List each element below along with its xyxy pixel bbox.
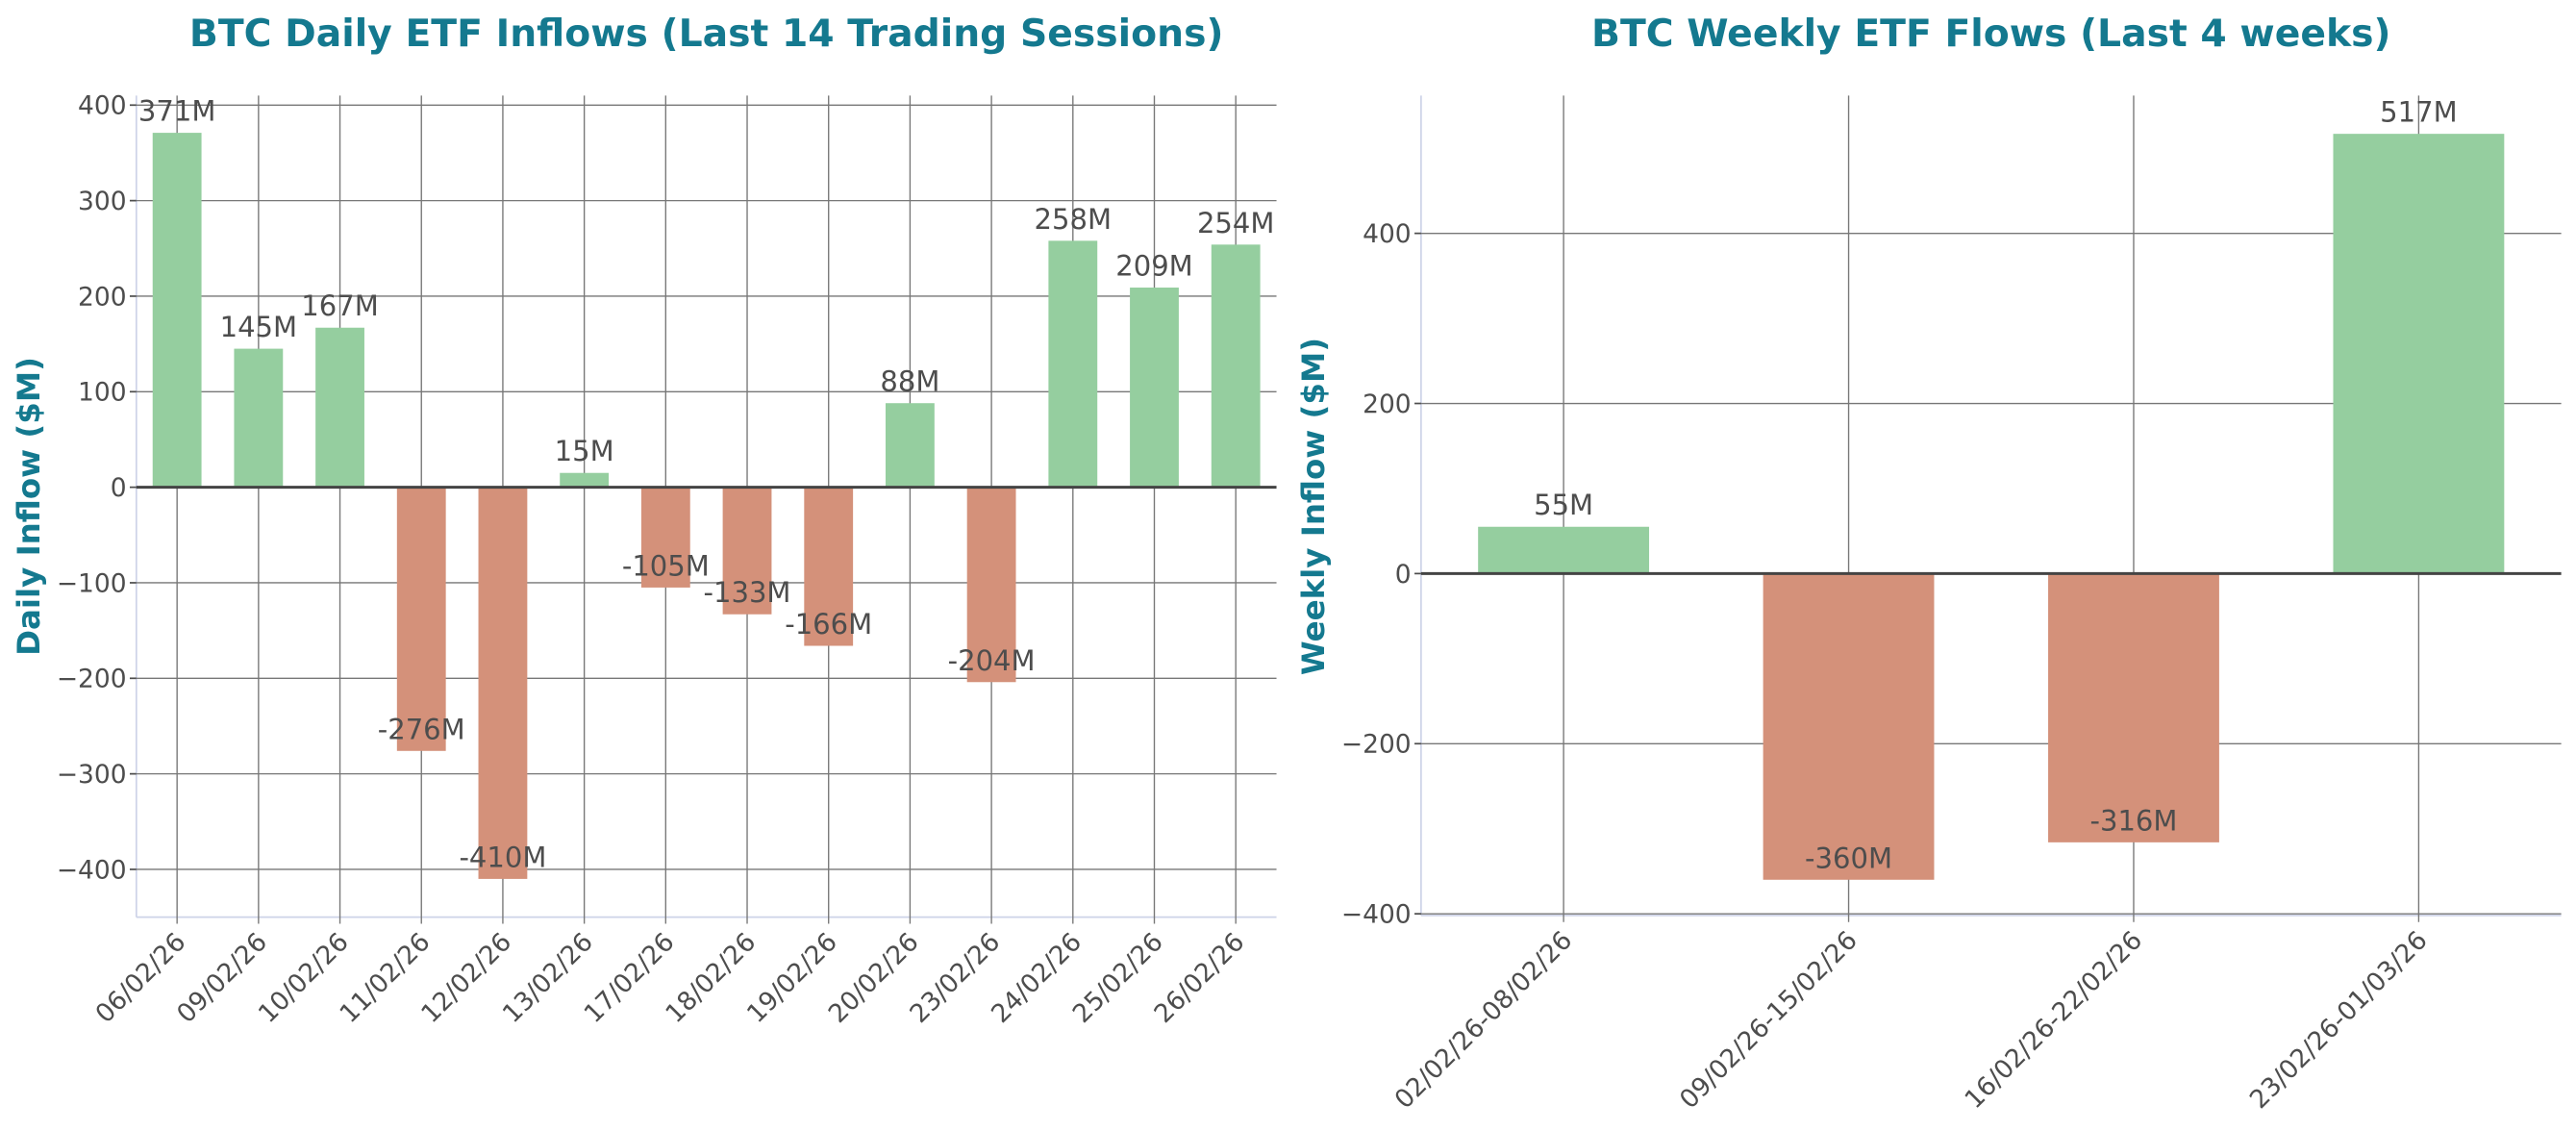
weekly-x-tick-label: 16/02/26-22/02/26 <box>1959 925 2148 1115</box>
weekly-x-tick-label: 02/02/26-08/02/26 <box>1389 925 1579 1115</box>
daily-chart-title: BTC Daily ETF Inflows (Last 14 Trading S… <box>189 13 1224 56</box>
daily-bar-value-label: 15M <box>555 435 614 467</box>
daily-bar <box>478 487 528 879</box>
daily-bar-value-label: 254M <box>1197 207 1274 239</box>
daily-y-tick-label: 400 <box>78 91 127 121</box>
daily-y-tick-label: 0 <box>111 473 127 503</box>
weekly-chart-title: BTC Weekly ETF Flows (Last 4 weeks) <box>1591 13 2390 56</box>
weekly-y-tick-label: 0 <box>1395 560 1412 590</box>
weekly-flows-chart: BTC Weekly ETF Flows (Last 4 weeks) Week… <box>1295 13 2562 1115</box>
daily-bar <box>1211 244 1261 488</box>
daily-y-tick-label: 100 <box>78 378 127 408</box>
weekly-bar <box>2048 573 2219 842</box>
weekly-bar <box>2333 134 2505 574</box>
weekly-bar-value-label: 55M <box>1534 489 1593 521</box>
weekly-x-tick-label: 23/02/26-01/03/26 <box>2244 925 2434 1115</box>
weekly-y-tick-label: −400 <box>1341 900 1412 930</box>
weekly-y-tick-label: 200 <box>1363 390 1412 419</box>
daily-y-tick-label: −300 <box>57 760 127 790</box>
daily-bar <box>152 133 202 488</box>
daily-inflows-chart: BTC Daily ETF Inflows (Last 14 Trading S… <box>11 13 1277 1029</box>
daily-y-tick-label: −400 <box>57 855 127 885</box>
weekly-bar <box>1763 573 1935 880</box>
weekly-x-tick-label: 09/02/26-15/02/26 <box>1674 925 1863 1115</box>
daily-bar-value-label: -276M <box>378 713 465 745</box>
daily-bar <box>1130 288 1179 488</box>
daily-bar <box>396 487 446 751</box>
daily-bar-value-label: 88M <box>880 365 939 398</box>
daily-y-tick-label: 300 <box>78 187 127 216</box>
daily-bar <box>560 472 610 488</box>
daily-bar-value-label: 371M <box>138 95 215 128</box>
daily-y-axis-label: Daily Inflow ($M) <box>11 357 47 656</box>
daily-bar <box>315 327 364 488</box>
daily-bar <box>804 487 854 646</box>
daily-bar <box>1048 240 1098 488</box>
weekly-bar-value-label: -316M <box>2090 804 2178 837</box>
daily-bar-value-label: -105M <box>622 549 710 582</box>
daily-y-tick-label: 200 <box>78 282 127 312</box>
weekly-y-tick-label: −200 <box>1341 730 1412 760</box>
weekly-y-axis-label: Weekly Inflow ($M) <box>1295 338 1332 675</box>
daily-y-tick-label: −100 <box>57 568 127 598</box>
daily-bar-value-label: 258M <box>1035 203 1112 236</box>
daily-bar-value-label: -410M <box>459 841 546 873</box>
daily-bar-value-label: -133M <box>704 576 791 609</box>
daily-bar <box>886 403 935 488</box>
daily-bar <box>722 487 772 615</box>
weekly-bar <box>1478 526 1650 574</box>
daily-bar-value-label: 145M <box>220 311 297 343</box>
daily-y-tick-label: −200 <box>57 665 127 694</box>
daily-bar-value-label: -166M <box>785 608 872 641</box>
daily-bar <box>640 487 690 588</box>
daily-bar <box>966 487 1016 683</box>
weekly-bar-value-label: -360M <box>1805 842 1892 874</box>
daily-bar-value-label: 209M <box>1115 250 1192 283</box>
daily-bar-value-label: 167M <box>301 289 378 322</box>
daily-bar-value-label: -204M <box>948 644 1036 677</box>
weekly-bar-value-label: 517M <box>2380 96 2457 129</box>
daily-bar <box>234 348 284 488</box>
weekly-y-tick-label: 400 <box>1363 219 1412 249</box>
